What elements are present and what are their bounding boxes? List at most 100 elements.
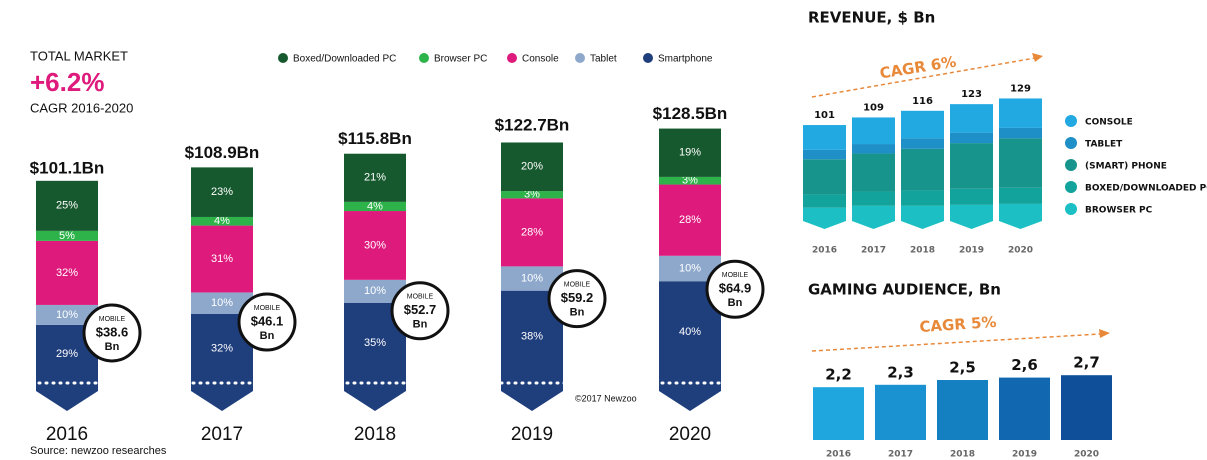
segment [803,207,846,221]
market-subtitle: CAGR 2016-2020 [30,100,133,115]
segment-label: 28% [679,214,701,226]
year-label: 2020 [669,424,711,445]
segment-label: 40% [679,326,701,338]
segment [803,194,846,208]
legend-swatch [1065,115,1077,127]
segment-label: 31% [211,253,233,265]
bar-tip [950,221,993,229]
segment [803,159,846,195]
segment [36,180,98,231]
segment [901,190,944,206]
segment-label: 4% [367,200,383,212]
legend-swatch [643,53,653,63]
segment [901,138,944,149]
mobile-unit: Bn [260,330,275,342]
mobile-unit: Bn [105,341,120,353]
segment [999,98,1042,128]
source: Source: newzoo researches [30,445,167,457]
segment-label: 4% [214,215,230,227]
mobile-value: $64.9 [719,281,752,296]
total-label: 116 [912,96,933,107]
legend-label: CONSOLE [1085,118,1133,128]
segment [36,230,98,241]
segment [852,117,895,145]
segment [999,187,1042,204]
year-label: 2018 [950,450,975,460]
legend-swatch [1065,159,1077,171]
total-label: $101.1Bn [30,158,105,177]
year-label: 2017 [888,450,913,460]
value-label: 2,2 [825,366,852,384]
year-label: 2017 [201,424,243,445]
bar-chevron [344,383,406,411]
legend-swatch [507,53,517,63]
mobile-label: MOBILE [722,272,749,279]
legend-label: (SMART) PHONE [1085,162,1167,172]
legend-label: Boxed/Downloaded PC [293,54,396,65]
mobile-unit: Bn [570,307,585,319]
year-label: 2019 [959,246,984,256]
legend-label: BROWSER PC [1085,206,1153,216]
legend-label: Smartphone [658,54,713,65]
segment [36,240,98,305]
year-label: 2020 [1074,450,1099,460]
bar-tip [803,221,846,229]
mobile-label: MOBILE [564,282,591,289]
mobile-value: $46.1 [251,313,284,328]
segment [950,188,993,205]
legend-swatch [575,53,585,63]
total-label: $108.9Bn [185,143,260,162]
segment [901,110,944,139]
segment [191,292,253,315]
market-label: TOTAL MARKET [30,48,128,63]
segment [659,184,721,256]
cagr-arrow [811,333,1101,352]
segment [950,104,993,133]
segment-label: 10% [521,272,543,284]
bar [875,384,926,440]
mobile-unit: Bn [728,297,743,309]
legend-swatch [1065,181,1077,193]
segment-label: 5% [59,230,75,242]
segment [344,279,406,303]
total-label: $128.5Bn [653,104,728,123]
mobile-value: $52.7 [404,302,437,317]
total-label: 109 [863,102,884,113]
bar-chevron [191,383,253,411]
mobile-label: MOBILE [254,305,281,312]
total-label: $115.8Bn [338,129,412,148]
segment [901,148,944,191]
segment-label: 29% [56,348,78,360]
segment-label: 19% [679,147,701,159]
year-label: 2018 [354,424,396,445]
value-label: 2,6 [1011,356,1038,374]
bar-chevron [501,383,563,411]
legend-label: Console [522,54,559,65]
audience-cagr: CAGR 5% [919,313,997,336]
bar [1061,375,1112,440]
bar [999,377,1050,440]
value-label: 2,5 [949,359,976,377]
segment-label: 10% [679,262,701,274]
segment [999,203,1042,221]
segment [852,153,895,192]
year-label: 2017 [861,246,886,256]
mobile-badge [547,269,607,329]
segment-label: 3% [682,175,698,187]
year-label: 2019 [511,424,553,445]
segment-label: 10% [56,309,78,321]
bar-chevron [36,383,98,411]
segment-label: 3% [524,189,540,201]
cagr-arrow [811,57,1036,98]
year-label: 2019 [1012,450,1037,460]
segment [999,127,1042,139]
legend-label: Browser PC [434,54,487,65]
bar-tip [999,221,1042,229]
segment [852,191,895,206]
legend-label: Tablet [590,54,617,65]
segment [344,201,406,212]
segment [950,143,993,189]
segment [501,198,563,267]
legend-swatch [1065,203,1077,215]
segment [803,149,846,160]
